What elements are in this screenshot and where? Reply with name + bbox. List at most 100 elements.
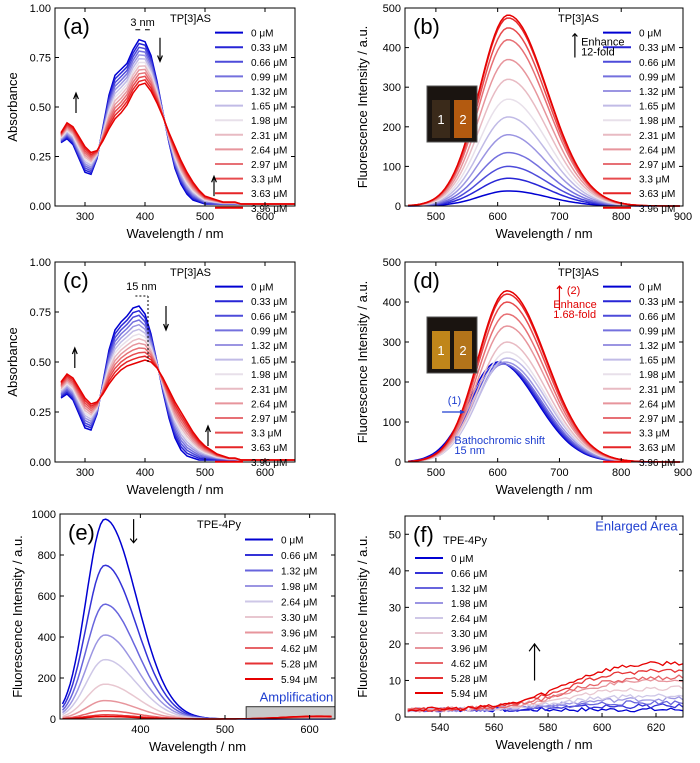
legend-title: TPE-4Py: [197, 519, 242, 531]
shift-marker: [135, 295, 149, 362]
y-tick-label: 200: [383, 377, 401, 389]
plot-frame: [404, 261, 684, 463]
y-tick-label: 200: [383, 122, 401, 134]
series-line: [408, 290, 680, 463]
legend-item: 1.98 μM: [639, 370, 675, 381]
series-line: [408, 14, 680, 207]
step-2-label: (2): [567, 285, 580, 297]
legend-item: 0 μM: [281, 536, 303, 547]
y-tick-label: 400: [383, 297, 401, 309]
legend-item: 0 μM: [639, 283, 661, 294]
legend-item: 1.98 μM: [251, 370, 287, 381]
y-tick-label: 800: [38, 550, 56, 562]
legend-item: 1.65 μM: [251, 102, 287, 113]
panel-e: 400 500 600 0 200 400 600 800 1000 Wavelength / n…: [10, 509, 336, 754]
legend-item: 2.31 μM: [639, 131, 675, 142]
legend-item: 3.63 μM: [251, 189, 287, 200]
legend-item: 1.32 μM: [251, 341, 287, 352]
y-tick-label: 0.50: [30, 357, 51, 369]
cuvette-label: 2: [459, 112, 466, 127]
y-tick-label: 200: [38, 673, 56, 685]
shift-label: 15 nm: [454, 445, 485, 457]
legend-item: 3.3 μM: [639, 429, 670, 440]
legend-item: 1.32 μM: [281, 567, 317, 578]
shift-label: 3 nm: [130, 17, 154, 29]
plot-frame: [59, 513, 336, 720]
legend-item: 0.99 μM: [639, 326, 675, 337]
x-tick-label: 900: [674, 467, 692, 479]
y-tick-label: 0.75: [30, 307, 51, 319]
x-axis-label: Wavelength / nm: [495, 737, 592, 752]
y-tick-label: 0: [395, 457, 401, 469]
panel-d: 500 600 700 800 900 0 100 200 300 400 500 Wavelengt…: [355, 257, 692, 497]
enlarged-area-label: Enlarged Area: [595, 519, 678, 534]
x-tick-label: 600: [300, 724, 318, 736]
legend-item: 3.96 μM: [251, 204, 287, 215]
legend-item: 0.66 μM: [251, 58, 287, 69]
legend-item: 4.62 μM: [451, 659, 487, 670]
y-tick-label: 100: [383, 417, 401, 429]
y-axis-label: Fluorescence Intensity / a.u.: [355, 281, 370, 444]
x-tick-label: 600: [488, 211, 506, 223]
y-tick-label: 0: [395, 201, 401, 213]
y-tick-label: 400: [38, 632, 56, 644]
legend-item: 3.63 μM: [639, 189, 675, 200]
legend-item: 3.3 μM: [251, 175, 282, 186]
legend-title: TP[3]AS: [558, 267, 599, 279]
legend-item: 0.66 μM: [639, 58, 675, 69]
y-tick-label: 0: [395, 712, 401, 724]
legend-item: 1.65 μM: [251, 356, 287, 367]
legend-item: 1.32 μM: [251, 87, 287, 98]
y-axis-label: Fluorescence Intensity / a.u.: [355, 26, 370, 189]
legend-item: 0.33 μM: [639, 43, 675, 54]
up-arrow: [211, 174, 217, 197]
panel-letter: (c): [63, 268, 89, 293]
legend-item: 0.99 μM: [251, 72, 287, 83]
legend-item: 3.3 μM: [639, 175, 670, 186]
enhance-label: 1.68-fold: [553, 309, 596, 321]
cuvette-label: 2: [459, 343, 466, 358]
shift-label: 15 nm: [126, 281, 157, 293]
legend-item: 2.64 μM: [251, 399, 287, 410]
legend-item: 5.28 μM: [451, 674, 487, 685]
up-arrow: [205, 424, 211, 446]
panel-letter: (e): [68, 520, 95, 545]
legend-item: 2.64 μM: [639, 399, 675, 410]
y-tick-label: 300: [383, 337, 401, 349]
legend-item: 1.98 μM: [451, 599, 487, 610]
y-axis-label: Fluorescence Intensity / a.u.: [10, 535, 25, 698]
y-tick-label: 1.00: [30, 257, 51, 269]
y-tick-label: 0: [50, 714, 56, 726]
legend-item: 3.96 μM: [451, 644, 487, 655]
x-tick-label: 540: [431, 722, 449, 734]
legend-item: 5.94 μM: [281, 675, 317, 686]
x-tick-label: 500: [196, 211, 214, 223]
up-arrow: [73, 91, 79, 113]
y-tick-label: 30: [389, 602, 401, 614]
legend-item: 2.64 μM: [639, 145, 675, 156]
x-axis-label: Wavelength / nm: [495, 226, 592, 241]
up-arrow: [528, 642, 541, 681]
legend-title: TP[3]AS: [558, 13, 599, 25]
legend-item: 1.65 μM: [639, 356, 675, 367]
legend-item: 0 μM: [451, 554, 473, 565]
panel-letter: (b): [413, 14, 440, 39]
y-tick-label: 1000: [32, 509, 56, 521]
legend-item: 1.32 μM: [639, 341, 675, 352]
series-line: [407, 668, 684, 712]
x-tick-label: 700: [550, 211, 568, 223]
legend-item: 3.3 μM: [251, 429, 282, 440]
legend-item: 0.33 μM: [639, 297, 675, 308]
legend-item: 0 μM: [251, 283, 273, 294]
x-tick-label: 600: [256, 211, 274, 223]
legend-item: 2.31 μM: [251, 131, 287, 142]
legend-item: 1.32 μM: [451, 584, 487, 595]
y-tick-label: 50: [389, 529, 401, 541]
legend-item: 3.63 μM: [639, 443, 675, 454]
legend-item: 0.66 μM: [251, 312, 287, 323]
y-axis-label: Absorbance: [5, 72, 20, 141]
y-tick-label: 0.00: [30, 457, 51, 469]
legend-title: TP[3]AS: [170, 13, 211, 25]
right-arrow: [442, 409, 466, 415]
y-tick-label: 0.75: [30, 53, 51, 65]
